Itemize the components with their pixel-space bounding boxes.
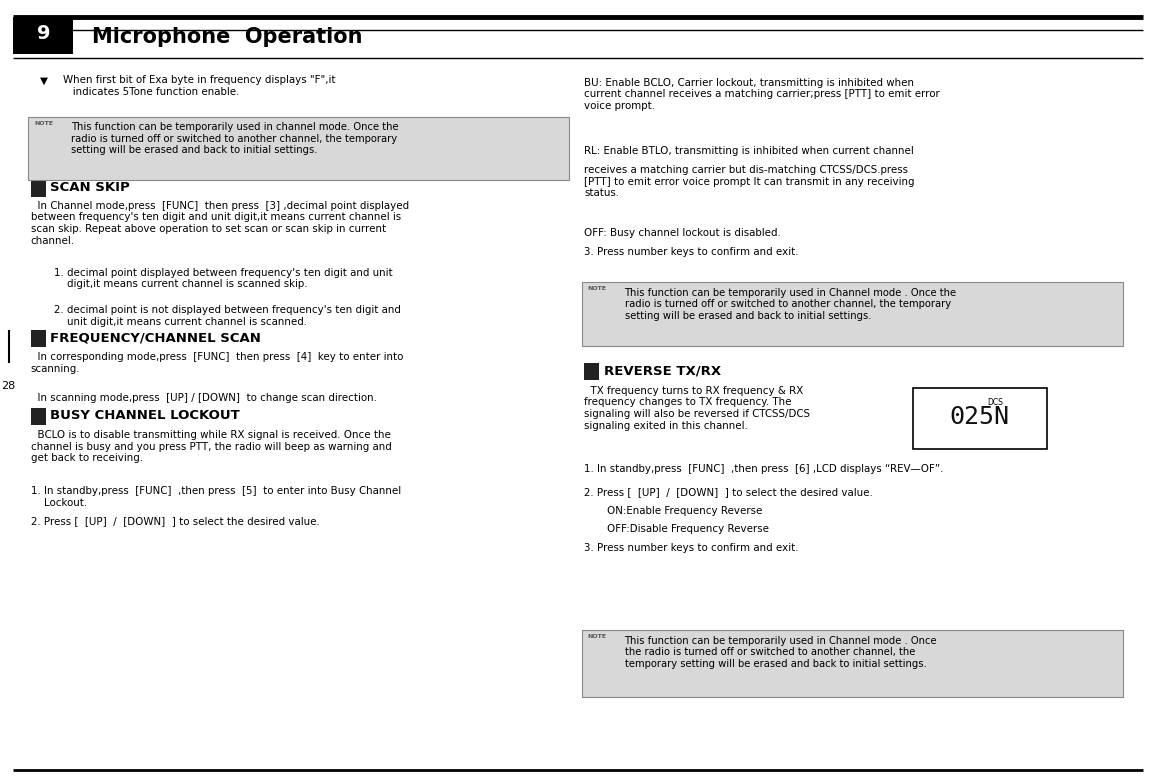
FancyBboxPatch shape <box>30 180 45 197</box>
Text: This function can be temporarily used in Channel mode . Once the
radio is turned: This function can be temporarily used in… <box>625 288 956 321</box>
Text: 1. decimal point displayed between frequency's ten digit and unit
    digit,it m: 1. decimal point displayed between frequ… <box>53 268 393 289</box>
Text: 025N: 025N <box>949 405 1009 429</box>
Text: RL: Enable BTLO, transmitting is inhibited when current channel: RL: Enable BTLO, transmitting is inhibit… <box>584 146 914 156</box>
Text: 1. In standby,press  [FUNC]  ,then press  [5]  to enter into Busy Channel
    Lo: 1. In standby,press [FUNC] ,then press [… <box>30 486 401 508</box>
Text: receives a matching carrier but dis-matching CTCSS/DCS.press
[PTT] to emit error: receives a matching carrier but dis-matc… <box>584 165 915 198</box>
Text: This function can be temporarily used in channel mode. Once the
radio is turned : This function can be temporarily used in… <box>70 122 398 156</box>
FancyBboxPatch shape <box>582 282 1123 346</box>
Text: In scanning mode,press  [UP] / [DOWN]  to change scan direction.: In scanning mode,press [UP] / [DOWN] to … <box>30 393 377 403</box>
Text: In Channel mode,press  [FUNC]  then press  [3] ,decimal point displayed
between : In Channel mode,press [FUNC] then press … <box>30 201 409 246</box>
FancyBboxPatch shape <box>28 117 569 180</box>
Text: NOTE: NOTE <box>588 286 606 291</box>
Text: NOTE: NOTE <box>33 121 53 125</box>
Text: TX frequency turns to RX frequency & RX
frequency changes to TX frequency. The
s: TX frequency turns to RX frequency & RX … <box>584 386 810 431</box>
Text: BCLO is to disable transmitting while RX signal is received. Once the
channel is: BCLO is to disable transmitting while RX… <box>30 430 392 464</box>
Text: REVERSE TX/RX: REVERSE TX/RX <box>604 365 721 378</box>
Text: 3. Press number keys to confirm and exit.: 3. Press number keys to confirm and exit… <box>584 247 798 258</box>
Text: 2. Press [  [UP]  /  [DOWN]  ] to select the desired value.: 2. Press [ [UP] / [DOWN] ] to select the… <box>30 516 319 526</box>
Text: NOTE: NOTE <box>588 634 606 639</box>
Text: BUSY CHANNEL LOCKOUT: BUSY CHANNEL LOCKOUT <box>50 409 240 422</box>
Text: Microphone  Operation: Microphone Operation <box>91 27 363 47</box>
FancyBboxPatch shape <box>912 388 1046 449</box>
FancyBboxPatch shape <box>30 408 45 425</box>
FancyBboxPatch shape <box>30 330 45 347</box>
Text: 9: 9 <box>37 24 50 44</box>
Text: BU: Enable BCLO, Carrier lockout, transmitting is inhibited when
current channel: BU: Enable BCLO, Carrier lockout, transm… <box>584 78 940 111</box>
Text: OFF:Disable Frequency Reverse: OFF:Disable Frequency Reverse <box>608 524 769 534</box>
Text: SCAN SKIP: SCAN SKIP <box>50 181 131 194</box>
Text: 2. decimal point is not displayed between frequency's ten digit and
    unit dig: 2. decimal point is not displayed betwee… <box>53 305 401 327</box>
Text: 2. Press [  [UP]  /  [DOWN]  ] to select the desired value.: 2. Press [ [UP] / [DOWN] ] to select the… <box>584 487 873 497</box>
Text: FREQUENCY/CHANNEL SCAN: FREQUENCY/CHANNEL SCAN <box>50 331 261 345</box>
Text: ▼: ▼ <box>39 75 47 86</box>
FancyBboxPatch shape <box>584 363 599 380</box>
Text: In corresponding mode,press  [FUNC]  then press  [4]  key to enter into
scanning: In corresponding mode,press [FUNC] then … <box>30 352 403 374</box>
Text: 1. In standby,press  [FUNC]  ,then press  [6] ,LCD displays “REV—OF”.: 1. In standby,press [FUNC] ,then press [… <box>584 464 944 474</box>
FancyBboxPatch shape <box>14 17 73 54</box>
Text: ON:Enable Frequency Reverse: ON:Enable Frequency Reverse <box>608 506 762 517</box>
Text: 28: 28 <box>1 381 16 391</box>
Text: This function can be temporarily used in Channel mode . Once
the radio is turned: This function can be temporarily used in… <box>625 636 937 669</box>
Text: DCS: DCS <box>988 398 1004 407</box>
FancyBboxPatch shape <box>582 630 1123 697</box>
Text: 3. Press number keys to confirm and exit.: 3. Press number keys to confirm and exit… <box>584 543 798 553</box>
Text: OFF: Busy channel lockout is disabled.: OFF: Busy channel lockout is disabled. <box>584 228 781 238</box>
Text: When first bit of Exa byte in frequency displays "F",it
   indicates 5Tone funct: When first bit of Exa byte in frequency … <box>62 75 335 97</box>
